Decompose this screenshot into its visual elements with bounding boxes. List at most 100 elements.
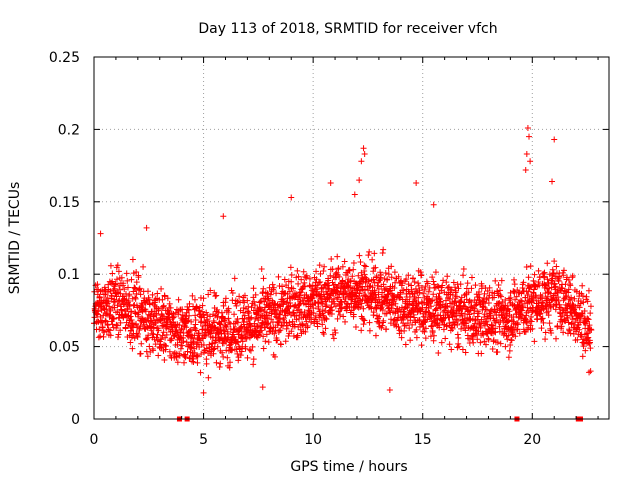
data-point — [95, 308, 102, 315]
data-point — [514, 321, 521, 328]
data-point — [260, 275, 267, 282]
data-point — [224, 354, 231, 361]
data-point — [319, 321, 326, 328]
data-point — [321, 263, 328, 270]
data-point — [475, 328, 482, 335]
data-point — [355, 304, 362, 311]
data-point — [237, 352, 244, 359]
data-point — [308, 314, 315, 321]
data-point — [527, 263, 534, 270]
y-tick-label: 0.2 — [58, 122, 80, 138]
data-point — [454, 321, 461, 328]
data-point — [115, 334, 122, 341]
data-point — [165, 325, 172, 332]
data-point — [485, 336, 492, 343]
data-point — [221, 315, 228, 322]
data-point-outlier — [259, 384, 266, 391]
data-point — [270, 284, 277, 291]
data-point — [323, 316, 330, 323]
data-point — [255, 317, 262, 324]
data-point — [146, 343, 153, 350]
data-point — [264, 320, 271, 327]
data-point — [317, 278, 324, 285]
data-point — [194, 353, 201, 360]
data-point — [303, 272, 310, 279]
data-point — [218, 330, 225, 337]
data-point — [383, 310, 390, 317]
data-point — [484, 287, 491, 294]
data-point — [189, 292, 196, 299]
data-point — [102, 311, 109, 318]
data-point — [539, 294, 546, 301]
data-point — [481, 314, 488, 321]
data-point — [118, 274, 125, 281]
data-point — [528, 313, 535, 320]
data-point — [388, 263, 395, 270]
data-point — [587, 368, 594, 375]
data-point — [481, 290, 488, 297]
data-point — [286, 288, 293, 295]
data-point — [91, 314, 98, 321]
data-point — [265, 338, 272, 345]
data-point — [463, 296, 470, 303]
x-tick-label: 0 — [90, 432, 99, 448]
data-point — [264, 290, 271, 297]
data-point — [163, 331, 170, 338]
data-point — [271, 353, 278, 360]
data-point — [275, 273, 282, 280]
data-point — [244, 354, 251, 361]
data-point — [443, 323, 450, 330]
data-point — [218, 309, 225, 316]
data-point — [362, 279, 369, 286]
data-point — [422, 308, 429, 315]
data-point — [129, 256, 136, 263]
data-point — [429, 274, 436, 281]
data-point — [154, 331, 161, 338]
data-point — [328, 304, 335, 311]
axis-ticks: 0 5 10 15 20 0 0.05 0.1 0.15 0.2 0.25 — [49, 50, 609, 448]
data-point — [301, 309, 308, 316]
data-point — [184, 318, 191, 325]
data-point — [249, 343, 256, 350]
data-point — [194, 359, 201, 366]
data-point — [298, 276, 305, 283]
data-point — [208, 329, 215, 336]
data-point — [295, 306, 302, 313]
data-point — [366, 283, 373, 290]
data-point — [128, 276, 135, 283]
data-point — [374, 282, 381, 289]
data-point — [161, 356, 168, 363]
data-point — [415, 282, 422, 289]
data-point-outlier — [524, 124, 531, 131]
data-point — [540, 270, 547, 277]
data-point-outlier — [351, 191, 358, 198]
data-point — [544, 260, 551, 267]
data-point — [491, 306, 498, 313]
data-point — [495, 300, 502, 307]
data-point — [430, 278, 437, 285]
data-point — [322, 325, 329, 332]
data-point — [404, 302, 411, 309]
data-point — [153, 334, 160, 341]
data-point — [263, 331, 270, 338]
data-point — [415, 280, 422, 287]
data-point — [436, 290, 443, 297]
data-point — [313, 286, 320, 293]
data-point — [129, 345, 136, 352]
data-point — [184, 348, 191, 355]
data-point — [251, 298, 258, 305]
y-axis-label: SRMTID / TECUs — [7, 182, 23, 295]
data-point — [418, 342, 425, 349]
data-point — [216, 364, 223, 371]
data-point — [236, 293, 243, 300]
data-point — [101, 306, 108, 313]
data-point — [283, 325, 290, 332]
data-point — [373, 273, 380, 280]
data-point — [416, 316, 423, 323]
data-point — [178, 326, 185, 333]
data-point-outlier — [413, 179, 420, 186]
data-point — [102, 317, 109, 324]
data-point — [150, 324, 157, 331]
data-point — [418, 271, 425, 278]
